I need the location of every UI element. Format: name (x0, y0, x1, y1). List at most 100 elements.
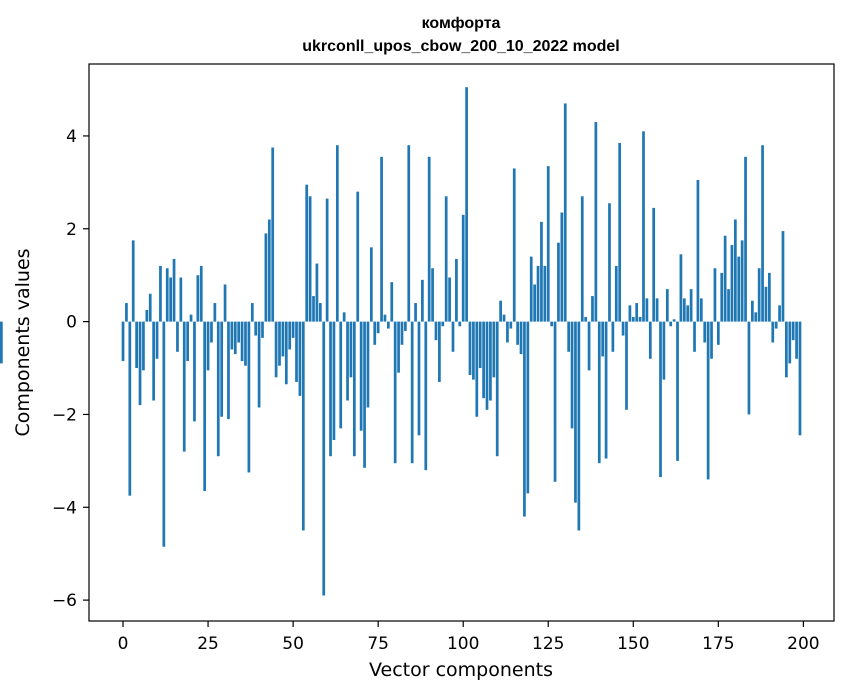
x-tick-label: 50 (282, 634, 304, 654)
y-tick-label: −2 (52, 405, 77, 425)
bar-17 (179, 277, 183, 322)
bar-157 (655, 298, 659, 322)
bar-105 (478, 321, 482, 369)
bar-93 (438, 321, 441, 382)
bar-127 (553, 321, 557, 482)
bar-168 (693, 321, 696, 352)
bar-172 (706, 321, 710, 480)
bar-190 (768, 272, 771, 322)
bar-55 (308, 196, 312, 322)
bar-152 (638, 316, 642, 322)
bar-78 (387, 321, 390, 329)
bar-135 (580, 196, 584, 322)
bar-120 (529, 256, 533, 322)
bar-179 (730, 245, 734, 322)
bar-109 (492, 321, 496, 378)
bar-60 (325, 198, 329, 322)
bar-82 (400, 321, 404, 345)
bar-175 (716, 321, 720, 345)
bar-92 (434, 321, 438, 341)
bar-108 (489, 321, 492, 401)
bar-156 (652, 207, 656, 322)
bar-192 (774, 321, 778, 329)
bar-178 (727, 289, 730, 322)
bar-23 (199, 265, 203, 322)
bar-53 (301, 321, 305, 531)
bar-89 (424, 321, 428, 471)
bar-131 (567, 321, 571, 352)
bar-88 (421, 279, 424, 322)
bar-1 (125, 303, 128, 322)
bar-197 (791, 321, 795, 341)
bar-171 (703, 321, 707, 343)
bar-115 (512, 168, 516, 322)
bar-176 (720, 272, 724, 322)
bar-185 (751, 300, 754, 322)
bar-57 (315, 263, 319, 322)
bar-undefined (0, 321, 3, 364)
bar-9 (152, 321, 155, 401)
bar-34 (237, 321, 241, 343)
bar-128 (557, 242, 560, 322)
y-tick-label: 0 (66, 313, 77, 333)
bar-182 (740, 240, 744, 322)
x-tick-label: 25 (197, 634, 219, 654)
bar-159 (662, 321, 666, 380)
bar-158 (659, 321, 662, 478)
bar-100 (461, 214, 465, 322)
x-tick-label: 150 (617, 634, 649, 654)
bar-47 (281, 321, 285, 357)
bar-84 (407, 145, 411, 322)
bar-70 (359, 321, 363, 431)
bar-146 (618, 142, 622, 322)
bar-86 (414, 303, 417, 322)
bar-140 (597, 321, 601, 464)
bar-155 (648, 321, 652, 359)
bar-27 (213, 303, 217, 322)
bar-10 (155, 321, 159, 359)
bar-61 (329, 321, 332, 457)
bar-26 (210, 321, 213, 343)
bar-63 (335, 145, 339, 322)
bar-19 (186, 321, 190, 362)
bar-41 (261, 321, 264, 338)
bar-25 (206, 321, 210, 371)
bar-48 (284, 321, 288, 385)
bar-118 (523, 321, 526, 517)
bar-62 (332, 321, 336, 440)
bar-76 (380, 156, 383, 322)
bar-102 (468, 321, 472, 375)
y-tick-label: 4 (66, 127, 77, 147)
bar-71 (363, 321, 366, 468)
bar-18 (182, 321, 186, 452)
bar-167 (689, 289, 693, 322)
bar-90 (427, 156, 431, 322)
bar-148 (625, 321, 628, 410)
bar-43 (267, 219, 271, 322)
bar-110 (495, 321, 499, 457)
bar-149 (628, 305, 632, 322)
bar-31 (227, 321, 230, 420)
bar-44 (271, 147, 275, 322)
bar-33 (233, 321, 237, 355)
bar-181 (737, 256, 741, 322)
bar-166 (686, 305, 690, 322)
bar-3 (131, 240, 135, 322)
bar-67 (349, 321, 353, 378)
bar-52 (298, 321, 302, 396)
bar-193 (778, 305, 781, 322)
x-tick-label: 175 (702, 634, 734, 654)
chart-subtitle: ukrconll_upos_cbow_200_10_2022 model (302, 38, 619, 55)
bar-196 (788, 321, 792, 364)
bar-101 (465, 87, 468, 322)
bar-187 (757, 268, 761, 322)
bar-164 (679, 254, 683, 322)
bar-183 (744, 156, 747, 322)
bar-49 (288, 321, 292, 350)
bar-174 (713, 268, 717, 322)
bar-125 (546, 166, 550, 322)
bar-42 (264, 233, 268, 322)
chart-title: комфорта (422, 15, 501, 32)
bar-151 (635, 303, 639, 322)
bar-75 (376, 321, 380, 334)
